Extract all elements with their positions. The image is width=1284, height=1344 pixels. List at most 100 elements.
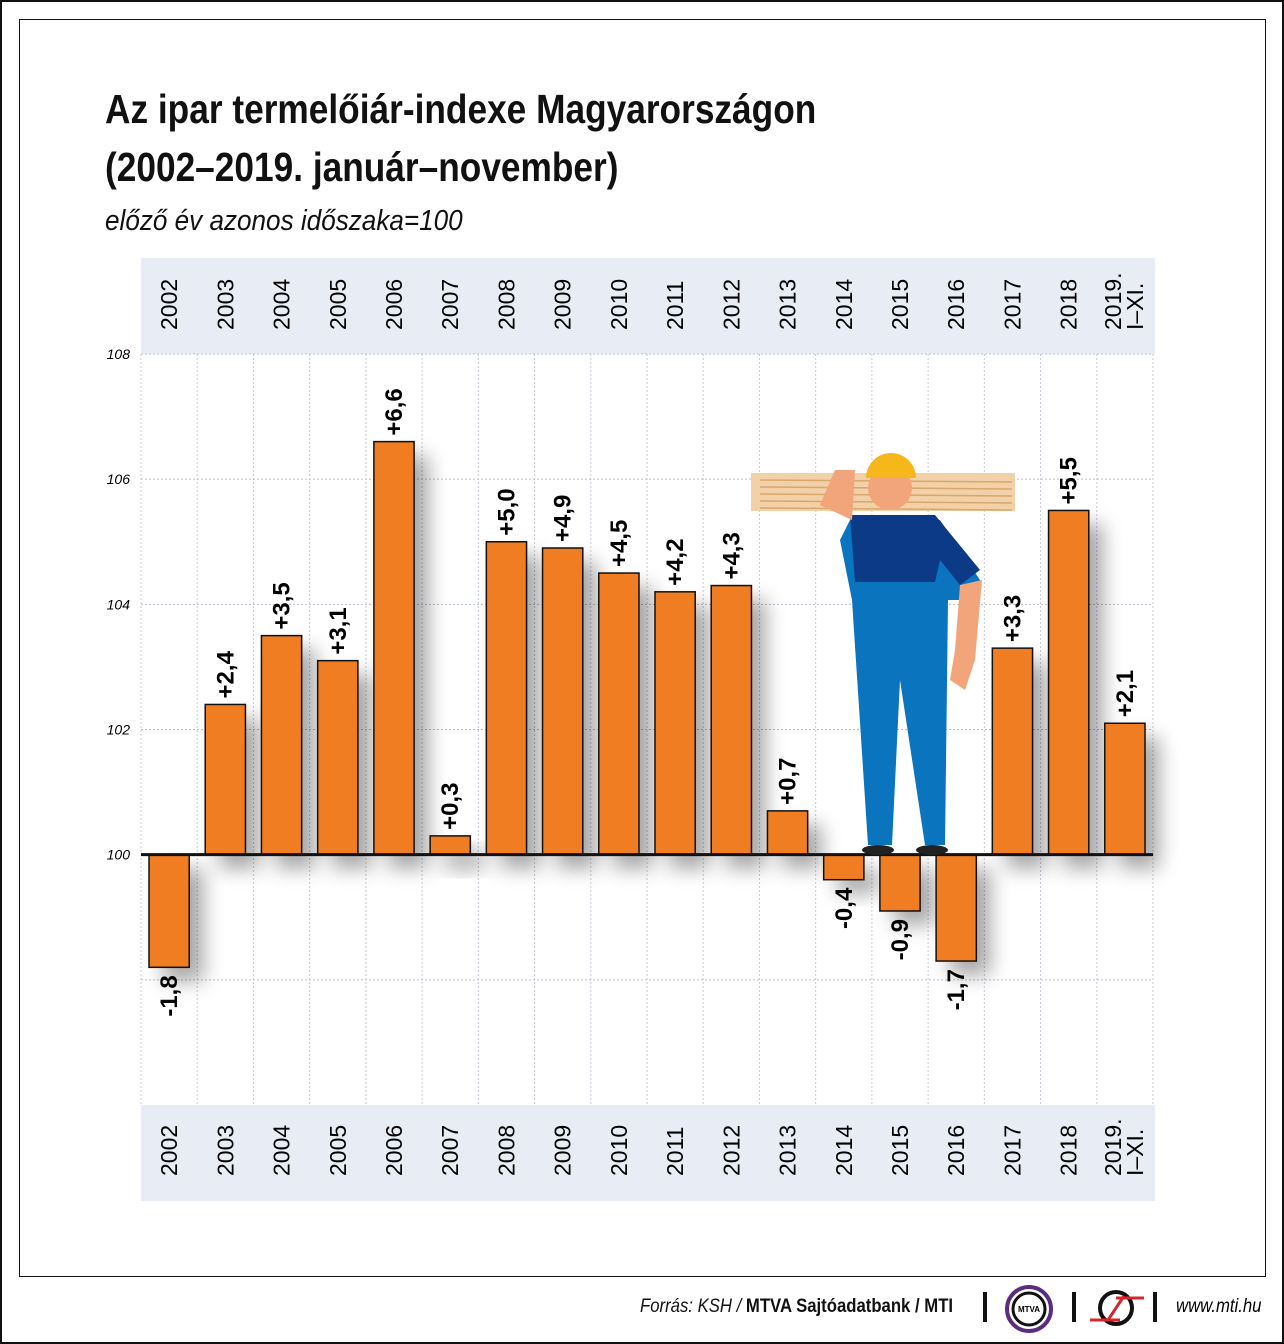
category-label-bottom: 2014	[831, 1125, 857, 1176]
category-label-bottom: 2013	[775, 1125, 801, 1176]
worker-shirt-icon	[850, 515, 980, 585]
category-band-top	[141, 258, 1155, 354]
bar	[541, 547, 584, 856]
category-label-bottom: 2007	[437, 1125, 463, 1176]
category-label-top: 2003	[212, 279, 238, 330]
category-label-bottom: 2018	[1056, 1125, 1082, 1176]
worker-overalls-icon	[840, 520, 980, 845]
data-label: -0,9	[887, 919, 914, 960]
data-label: -1,7	[943, 969, 970, 1010]
data-label: +6,6	[381, 388, 408, 435]
category-label-top: 2012	[718, 279, 744, 330]
worker-boot-icon	[916, 845, 948, 855]
category-label-top: 2010	[606, 279, 632, 330]
bar	[598, 572, 640, 856]
category-label-bottom: 2003	[212, 1125, 238, 1176]
y-tick-label: 106	[107, 471, 131, 487]
bar	[260, 634, 303, 856]
source-prefix: Forrás: KSH /	[640, 1296, 746, 1317]
category-label-top: 2009	[550, 279, 576, 330]
source-bold: MTVA Sajtóadatbank / MTI	[745, 1296, 954, 1317]
bar	[991, 647, 1034, 856]
separator	[983, 1292, 987, 1322]
chart-title: Az ipar termelőiár-indexe Magyarországon…	[105, 80, 816, 196]
data-label: +2,4	[212, 650, 239, 698]
mtva-logo: MTVA	[1005, 1285, 1053, 1333]
data-label: +0,3	[437, 783, 464, 830]
title-line-1: Az ipar termelőiár-indexe Magyarországon	[105, 86, 817, 132]
bar	[1104, 722, 1146, 856]
bar	[766, 810, 809, 856]
category-label-bottom: 2015	[887, 1125, 913, 1176]
category-label-bottom: 2008	[493, 1125, 519, 1176]
y-tick-label: 102	[107, 722, 131, 738]
y-tick-label: 100	[107, 847, 131, 863]
website-link[interactable]: www.mti.hu	[1176, 1296, 1262, 1317]
mti-logo	[1090, 1290, 1144, 1326]
data-label: +4,3	[718, 532, 745, 579]
y-tick-label: 108	[107, 346, 131, 362]
category-label-bottom: 2005	[325, 1125, 351, 1176]
data-label: +4,5	[606, 520, 633, 567]
data-label: +3,3	[999, 595, 1026, 642]
data-label: +3,5	[269, 582, 296, 629]
bar	[316, 659, 359, 856]
worker-hand-icon	[820, 470, 855, 520]
category-label-top: 2007	[437, 279, 463, 330]
bar	[1047, 509, 1090, 856]
bar	[148, 853, 190, 969]
bar	[710, 584, 753, 856]
category-band-bottom	[141, 1105, 1155, 1201]
data-label: +5,5	[1056, 457, 1083, 504]
bar	[204, 703, 247, 856]
category-label-top: 2016	[943, 279, 969, 330]
category-label-bottom: 2017	[999, 1125, 1025, 1176]
category-label-top: 2015	[887, 279, 913, 330]
category-label-bottom: 2012	[718, 1125, 744, 1176]
bar	[935, 853, 978, 962]
worker-boot-icon	[862, 845, 894, 855]
bar	[654, 591, 696, 856]
data-label: +0,7	[775, 757, 802, 804]
category-label-bottom: 2010	[606, 1125, 632, 1176]
category-label-top: 2014	[831, 279, 857, 330]
category-label-top: 2018	[1056, 279, 1082, 330]
separator	[1153, 1292, 1157, 1322]
category-label-bottom: 2004	[269, 1125, 295, 1176]
y-tick-label: 104	[107, 596, 131, 612]
data-label: -0,4	[831, 887, 858, 929]
category-label-bottom: I–XI.	[1122, 1129, 1148, 1176]
chart-frame	[19, 19, 1266, 1277]
category-label-top: 2019.	[1100, 272, 1126, 330]
category-label-top: 2011	[662, 281, 688, 330]
bar	[429, 835, 472, 856]
bar	[879, 853, 921, 912]
separator	[1072, 1292, 1076, 1322]
chart-subtitle: előző év azonos időszaka=100	[105, 205, 463, 237]
data-label: -1,8	[156, 975, 183, 1016]
category-label-top: I–XI.	[1122, 283, 1148, 330]
category-label-bottom: 2016	[943, 1125, 969, 1176]
category-label-bottom: 2009	[550, 1125, 576, 1176]
category-label-bottom: 2002	[156, 1125, 182, 1176]
bar	[822, 853, 865, 881]
category-label-bottom: 2011	[662, 1127, 688, 1176]
data-label: +4,2	[662, 538, 689, 585]
bar	[485, 541, 528, 856]
category-label-top: 2002	[156, 279, 182, 330]
data-label: +3,1	[325, 607, 352, 654]
category-label-top: 2013	[775, 279, 801, 330]
category-label-top: 2006	[381, 279, 407, 330]
hard-hat-icon	[866, 453, 916, 478]
category-label-top: 2008	[493, 279, 519, 330]
svg-text:MTVA: MTVA	[1018, 1305, 1040, 1314]
data-label: +5,0	[493, 488, 520, 535]
data-label: +4,9	[550, 495, 577, 542]
source-credit: Forrás: KSH / MTVA Sajtóadatbank / MTI	[640, 1296, 953, 1318]
bar	[373, 440, 415, 856]
category-label-top: 2005	[325, 279, 351, 330]
category-label-bottom: 2006	[381, 1125, 407, 1176]
category-label-top: 2017	[999, 279, 1025, 330]
